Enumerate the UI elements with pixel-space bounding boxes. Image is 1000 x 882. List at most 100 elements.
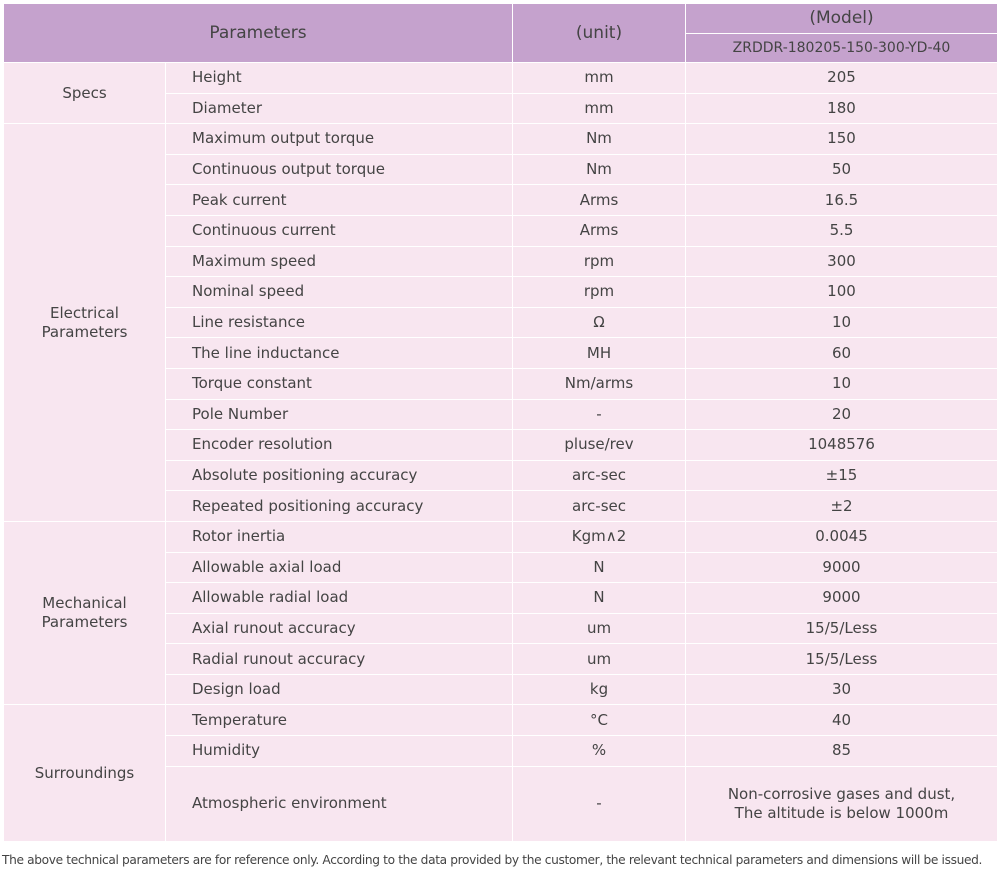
value-cell: 9000 [685,551,998,584]
value-cell: 40 [685,704,998,737]
table-row: Encoder resolution pluse/rev 1048576 [4,429,998,461]
param-cell: Maximum speed [165,245,513,278]
param-cell: Radial runout accuracy [165,643,513,675]
unit-cell: Arms [512,214,686,247]
unit-cell: Ω [512,306,686,339]
param-cell: Humidity [165,735,513,767]
unit-cell: N [512,551,686,584]
table-row: Maximum speed rpm 300 [4,245,998,278]
unit-cell: um [512,612,686,645]
param-cell: Height [165,62,513,94]
unit-cell: Kgm∧2 [512,520,686,553]
param-cell: Atmospheric environment [165,765,513,842]
param-cell: Encoder resolution [165,429,513,461]
table-row: Surroundings Temperature °C 40 [3,704,998,842]
spec-table: Parameters (unit) (Model) ZRDDR-180205-150… [3,3,998,842]
table-row: Continuous current Arms 5.5 [4,214,998,247]
header-cell: ZRDDR-180205-150-300-YD-40 [685,33,998,63]
unit-cell: % [512,735,686,767]
table-row: Diameter mm 180 [4,92,998,125]
footnote: The above technical parameters are for r… [2,853,983,867]
unit-cell: um [512,643,686,675]
value-cell: 300 [685,245,998,278]
table-row: Line resistance Ω 10 [4,306,998,339]
table-row: Continuous output torque Nm 50 [4,153,998,186]
value-cell: ±15 [685,459,998,492]
group-cell: Surroundings [3,704,166,842]
value-cell: 0.0045 [685,520,998,553]
value-cell: 9000 [685,582,998,614]
param-cell: Continuous current [165,214,513,247]
param-cell: Rotor inertia [165,520,513,553]
value-cell: 60 [685,337,998,369]
unit-cell: rpm [512,245,686,278]
table-row: Specs Height mm 205 [3,61,998,125]
param-cell: Continuous output torque [165,153,513,186]
value-cell: 15/5/Less [685,643,998,675]
unit-cell: arc-sec [512,459,686,492]
table-row: Design load kg 30 [4,673,998,706]
table-row: Radial runout accuracy um 15/5/Less [4,643,998,675]
table-row: Atmospheric environment - Non-corrosive ga… [4,765,998,842]
param-cell: Temperature [165,704,513,737]
value-cell: 100 [685,276,998,308]
group-cell: Mechanical Parameters [3,520,166,706]
table-body: Specs Height mm 205 Diameter mm 180 Electrical … [3,61,998,842]
value-cell: 180 [685,92,998,125]
param-cell: Torque constant [165,367,513,400]
header-cell: Parameters [3,3,513,63]
table-row: Mechanical Parameters Rotor inertia Kgm∧2 0… [3,520,998,706]
unit-cell: Arms [512,184,686,216]
param-cell: Peak current [165,184,513,216]
value-cell: 150 [685,123,998,155]
unit-cell: mm [512,92,686,125]
param-cell: Allowable radial load [165,582,513,614]
table-row: Allowable radial load N 9000 [4,582,998,614]
value-cell: 85 [685,735,998,767]
value-cell: 205 [685,62,998,94]
param-cell: Repeated positioning accuracy [165,490,513,522]
value-cell: 50 [685,153,998,186]
table-row: Electrical Parameters Maximum output torq… [3,123,998,522]
value-cell: 5.5 [685,214,998,247]
value-cell: 1048576 [685,429,998,461]
unit-cell: °C [512,704,686,737]
table-row: Repeated positioning accuracy arc-sec ±2 [4,490,998,522]
unit-cell: Nm [512,153,686,186]
value-cell: Non-corrosive gases and dust, The altitu… [685,765,998,842]
param-cell: Maximum output torque [165,123,513,155]
unit-cell: Nm/arms [512,367,686,400]
value-cell: 15/5/Less [685,612,998,645]
param-cell: Diameter [165,92,513,125]
table-row: Peak current Arms 16.5 [4,184,998,216]
param-cell: Axial runout accuracy [165,612,513,645]
param-cell: Line resistance [165,306,513,339]
header-cell: (unit) [512,3,686,63]
unit-cell: kg [512,673,686,706]
param-cell: Nominal speed [165,276,513,308]
group-cell: Specs [3,61,166,125]
unit-cell: N [512,582,686,614]
unit-cell: arc-sec [512,490,686,522]
value-cell: ±2 [685,490,998,522]
param-cell: Absolute positioning accuracy [165,459,513,492]
param-cell: Allowable axial load [165,551,513,584]
value-cell: 16.5 [685,184,998,216]
unit-cell: Nm [512,123,686,155]
unit-cell: mm [512,62,686,94]
value-cell: 10 [685,306,998,339]
value-cell: 20 [685,398,998,431]
param-cell: Design load [165,673,513,706]
unit-cell: - [512,398,686,431]
param-cell: Pole Number [165,398,513,431]
param-cell: The line inductance [165,337,513,369]
table-row: Nominal speed rpm 100 [4,276,998,308]
value-cell: 10 [685,367,998,400]
unit-cell: MH [512,337,686,369]
unit-cell: - [512,765,686,842]
unit-cell: pluse/rev [512,429,686,461]
group-cell: Electrical Parameters [3,123,166,522]
unit-cell: rpm [512,276,686,308]
value-cell: 30 [685,673,998,706]
